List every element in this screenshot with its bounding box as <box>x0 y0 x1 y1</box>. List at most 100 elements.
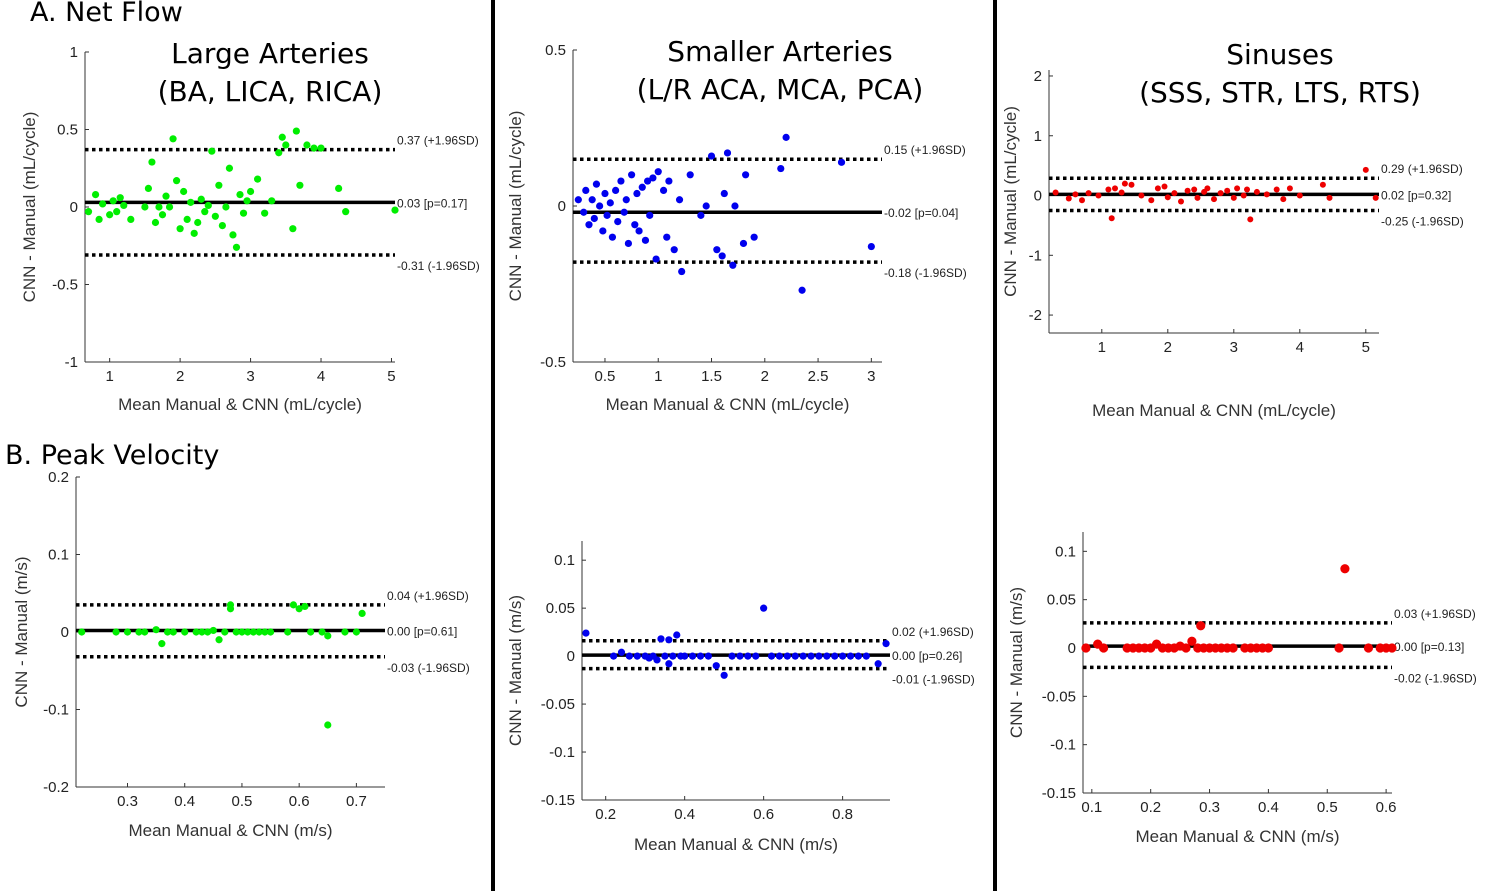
nf-sinuses-y-tick-label: -2 <box>1029 307 1042 324</box>
nf-large-data-point <box>201 208 209 216</box>
nf-large-x-tick-label: 3 <box>246 368 254 385</box>
pv-large-x-tick-label: 0.4 <box>174 793 195 810</box>
pv-smaller-data-point <box>736 652 744 660</box>
pv-smaller-data-point <box>681 652 689 660</box>
nf-smaller-data-point <box>608 233 617 241</box>
nf-large-data-point <box>162 192 170 200</box>
nf-large-data-point <box>243 197 251 205</box>
nf-large-data-point <box>310 144 318 152</box>
nf-large-data-point <box>317 144 325 152</box>
nf-smaller-data-point <box>782 133 790 141</box>
pv-sinuses-x-tick-label: 0.5 <box>1317 799 1338 816</box>
pv-smaller-data-point <box>846 652 855 660</box>
nf-smaller-data-point <box>707 152 716 160</box>
pv-large-line-annotation: -0.03 (-1.96SD) <box>387 661 470 675</box>
pv-smaller-data-point <box>791 652 799 660</box>
pv-smaller-data-point <box>661 652 669 660</box>
pv-smaller-data-point <box>609 652 618 660</box>
nf-smaller-x-axis-label: Mean Manual & CNN (mL/cycle) <box>606 395 850 414</box>
pv-large-x-tick-label: 0.3 <box>117 793 138 810</box>
nf-large-x-tick-label: 4 <box>317 368 325 385</box>
nf-smaller-data-point <box>614 218 622 226</box>
nf-large-data-point <box>180 187 188 196</box>
pv-large-data-point <box>78 628 86 636</box>
pv-sinuses-data-point <box>1334 643 1344 653</box>
nf-smaller-data-point <box>665 177 673 185</box>
nf-sinuses-data-point <box>1217 190 1224 197</box>
nf-smaller-data-point <box>574 196 582 204</box>
pv-sinuses-line-annotation: 0.00 [p=0.13] <box>1394 640 1464 654</box>
nf-large-data-point <box>155 203 163 211</box>
nf-large-data-point <box>172 177 181 185</box>
nf-large-data-point <box>183 215 191 223</box>
nf-sinuses-data-point <box>1154 185 1161 192</box>
pv-large-data-point <box>238 628 246 636</box>
pv-large-data-point <box>261 628 269 636</box>
nf-large-data-point <box>239 209 248 217</box>
nf-smaller-data-point <box>798 286 806 294</box>
nf-large-data-point <box>187 198 195 206</box>
nf-smaller-data-point <box>720 189 728 198</box>
pv-sinuses-x-axis-label: Mean Manual & CNN (m/s) <box>1135 827 1339 846</box>
nf-smaller-data-point <box>635 227 643 235</box>
pv-sinuses-x-tick-label: 0.6 <box>1376 799 1397 816</box>
pv-large-x-tick-label: 0.6 <box>289 793 310 810</box>
nf-sinuses-data-point <box>1121 180 1128 187</box>
nf-large-y-tick-label: -0.5 <box>52 277 78 294</box>
pv-sinuses-data-point <box>1081 643 1091 653</box>
nf-smaller-data-point <box>599 227 607 235</box>
pv-large-data-point <box>152 626 160 634</box>
panel-title-sinuses-line2: (SSS, STR, LTS, RTS) <box>1139 76 1421 109</box>
pv-large-data-point <box>198 628 206 636</box>
nf-large-data-point <box>194 218 202 227</box>
pv-sinuses-data-point <box>1387 643 1397 653</box>
pv-sinuses-y-tick-label: -0.15 <box>1042 785 1076 802</box>
pv-large-data-point <box>341 628 349 636</box>
pv-sinuses-x-tick-label: 0.2 <box>1140 799 1161 816</box>
pv-large-data-point <box>358 609 366 618</box>
pv-large-x-tick-label: 0.7 <box>346 793 367 810</box>
nf-sinuses-data-point <box>1204 185 1211 192</box>
nf-sinuses-data-point <box>1296 192 1303 199</box>
nf-large-data-point <box>275 149 283 157</box>
nf-smaller-data-point <box>697 211 705 219</box>
nf-sinuses-data-point <box>1118 189 1125 196</box>
pv-large-data-point <box>307 628 315 636</box>
panel-separator-left <box>491 0 495 891</box>
panel-title-large-arteries: Large Arteries (BA, LICA, RICA) <box>150 35 390 111</box>
pv-large-line-annotation: 0.00 [p=0.61] <box>387 624 457 638</box>
pv-sinuses-y-tick-label: 0.1 <box>1055 543 1076 560</box>
pv-smaller-data-point <box>704 652 712 660</box>
nf-large-data-point <box>84 208 93 216</box>
nf-large-x-tick-label: 5 <box>387 368 395 385</box>
pv-smaller-data-point <box>582 629 590 637</box>
nf-sinuses-line-annotation: -0.25 (-1.96SD) <box>1381 214 1464 228</box>
nf-smaller-data-point <box>663 233 671 241</box>
nf-large-data-point <box>165 203 174 211</box>
pv-large-data-point <box>181 628 189 636</box>
nf-sinuses-line-annotation: 0.02 [p=0.32] <box>1381 188 1451 202</box>
nf-sinuses-data-point <box>1191 186 1198 193</box>
pv-smaller-data-point <box>657 635 665 643</box>
nf-sinuses-data-point <box>1178 198 1184 205</box>
nf-smaller-data-point <box>686 171 694 179</box>
nf-smaller-x-tick-label: 1 <box>654 368 662 385</box>
nf-sinuses-x-tick-label: 2 <box>1164 339 1172 356</box>
nf-large-x-tick-label: 1 <box>105 368 113 385</box>
nf-large-data-point <box>151 218 160 227</box>
panel-title-smaller-line2: (L/R ACA, MCA, PCA) <box>636 73 924 106</box>
pv-large-x-axis-label: Mean Manual & CNN (m/s) <box>128 821 332 840</box>
nf-smaller-data-point <box>624 239 633 248</box>
nf-large-data-point <box>204 201 212 210</box>
section-label-peak-velocity: B. Peak Velocity <box>5 440 220 471</box>
pv-smaller-x-tick-label: 0.4 <box>674 806 695 823</box>
nf-smaller-data-point <box>646 211 654 219</box>
nf-large-data-point <box>229 231 237 239</box>
pv-smaller-line-annotation: 0.02 (+1.96SD) <box>892 625 974 639</box>
nf-large-data-point <box>268 197 276 205</box>
pv-sinuses-data-point <box>1099 643 1109 653</box>
pv-smaller-data-point <box>712 662 720 670</box>
nf-smaller-data-point <box>731 202 739 210</box>
pv-smaller-data-point <box>617 648 626 656</box>
pv-large-data-point <box>324 721 332 729</box>
